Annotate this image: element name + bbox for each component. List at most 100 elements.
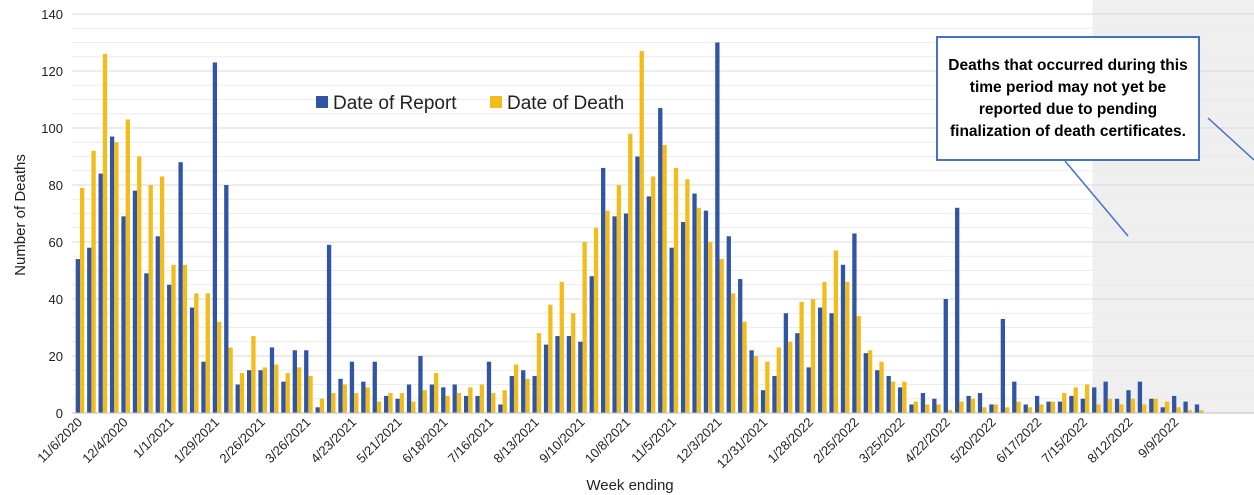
bar-date-of-report: [875, 370, 880, 413]
bar-date-of-report: [543, 344, 549, 413]
callout-pointer-right: [1207, 117, 1254, 161]
bar-date-of-report: [349, 361, 355, 413]
bar-date-of-death: [411, 401, 416, 413]
bar-date-of-death: [765, 361, 770, 413]
x-axis-title: Week ending: [586, 477, 673, 494]
bar-date-of-report: [703, 210, 709, 413]
bar-date-of-report: [406, 384, 412, 413]
bar-date-of-death: [205, 293, 210, 413]
bar-date-of-report: [121, 216, 126, 413]
bar-date-of-death: [513, 364, 519, 413]
bar-date-of-report: [1000, 318, 1006, 413]
bar-date-of-death: [217, 321, 222, 413]
bar-date-of-report: [201, 361, 206, 413]
bar-date-of-death: [274, 364, 279, 413]
bar-date-of-report: [189, 307, 195, 413]
bar-date-of-report: [509, 375, 514, 413]
bar-date-of-report: [1103, 381, 1108, 413]
bar-date-of-report: [1194, 404, 1200, 413]
bar-date-of-death: [810, 299, 816, 413]
bar-date-of-death: [182, 264, 188, 413]
callout-pointer-left: [1064, 160, 1129, 237]
bar-date-of-report: [635, 156, 640, 413]
bar-date-of-report: [304, 350, 309, 413]
bar-date-of-report: [315, 407, 320, 413]
bar-date-of-report: [144, 273, 149, 413]
bar-date-of-report: [1023, 404, 1028, 413]
bar-date-of-death: [959, 401, 964, 413]
legend: Date of Report Date of Death: [316, 93, 624, 114]
bar-date-of-report: [281, 381, 286, 413]
bar-date-of-death: [137, 156, 142, 413]
bar-date-of-death: [548, 304, 553, 413]
bar-date-of-report: [326, 244, 332, 413]
bar-date-of-death: [159, 176, 165, 413]
bar-date-of-death: [559, 281, 564, 413]
bar-date-of-report: [1172, 395, 1177, 413]
bar-date-of-report: [680, 222, 686, 413]
bar-date-of-report: [943, 299, 948, 413]
bar-date-of-death: [422, 390, 427, 413]
bar-date-of-report: [372, 361, 377, 413]
bar-date-of-report: [1092, 387, 1097, 413]
bar-date-of-death: [890, 381, 896, 413]
bar-date-of-death: [605, 210, 610, 413]
bar-date-of-report: [669, 247, 674, 413]
bar-date-of-report: [772, 375, 777, 413]
bar-date-of-death: [445, 395, 450, 413]
bar-date-of-report: [818, 307, 823, 413]
legend-label-date-of-death: Date of Death: [507, 93, 624, 114]
bar-date-of-report: [726, 236, 731, 413]
y-tick-label: 40: [49, 292, 63, 307]
bar-date-of-death: [936, 404, 941, 413]
bar-date-of-report: [578, 341, 583, 413]
bar-date-of-report: [1012, 381, 1017, 413]
bar-date-of-death: [479, 384, 484, 413]
bar-date-of-death: [742, 321, 747, 413]
bar-date-of-death: [1107, 398, 1113, 413]
bar-date-of-death: [788, 341, 793, 413]
bar-date-of-report: [75, 259, 80, 413]
bar-date-of-death: [354, 393, 359, 413]
bar-date-of-death: [1142, 404, 1147, 413]
bar-date-of-death: [708, 242, 713, 413]
bar-date-of-report: [977, 393, 983, 413]
bar-date-of-report: [452, 384, 457, 413]
bar-date-of-report: [1160, 407, 1165, 413]
bar-date-of-death: [925, 404, 930, 413]
bar-date-of-death: [148, 185, 153, 413]
bar-date-of-report: [224, 185, 229, 413]
bar-date-of-death: [80, 187, 85, 413]
bar-date-of-death: [639, 51, 644, 414]
y-tick-label: 20: [49, 349, 63, 364]
bar-date-of-report: [715, 42, 720, 413]
bar-date-of-report: [806, 367, 811, 413]
bar-date-of-death: [1016, 401, 1021, 413]
bar-date-of-report: [178, 162, 183, 413]
bar-date-of-report: [920, 393, 926, 413]
bar-date-of-death: [536, 333, 542, 413]
bar-date-of-death: [285, 373, 290, 413]
bar-date-of-death: [491, 393, 496, 413]
bar-date-of-death: [1039, 404, 1044, 413]
bar-date-of-death: [902, 381, 907, 413]
bar-date-of-report: [258, 370, 263, 413]
bar-date-of-death: [456, 393, 462, 413]
bar-date-of-death: [1153, 398, 1158, 413]
bar-date-of-death: [91, 150, 96, 414]
bar-date-of-death: [228, 347, 233, 413]
bar-date-of-report: [1069, 395, 1074, 413]
bar-date-of-report: [1034, 395, 1040, 413]
bar-date-of-report: [98, 173, 103, 413]
bar-date-of-report: [966, 395, 971, 413]
bar-date-of-death: [388, 393, 393, 413]
bar-date-of-death: [867, 350, 873, 413]
bar-date-of-report: [532, 375, 537, 413]
legend-label-date-of-report: Date of Report: [333, 93, 457, 114]
bar-date-of-report: [521, 370, 526, 413]
bar-date-of-report: [109, 136, 115, 414]
bar-date-of-death: [1199, 410, 1204, 413]
y-axis-title: Number of Deaths: [12, 154, 29, 276]
bar-date-of-report: [429, 384, 435, 413]
bar-date-of-death: [171, 264, 176, 413]
